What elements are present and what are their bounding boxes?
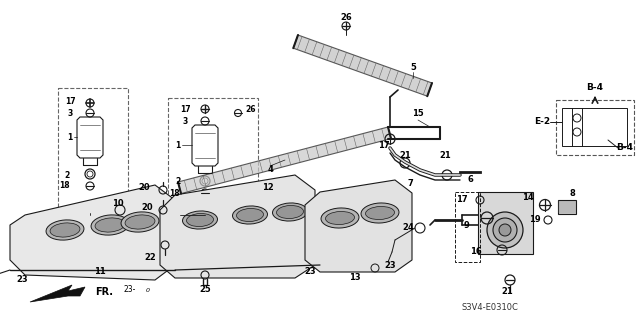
Bar — [556, 100, 634, 155]
Text: 1: 1 — [175, 140, 180, 150]
Text: 7: 7 — [407, 179, 413, 188]
Bar — [455, 192, 480, 262]
Text: 26: 26 — [245, 106, 255, 115]
Ellipse shape — [321, 208, 359, 228]
Text: 6: 6 — [467, 175, 473, 184]
Bar — [558, 200, 576, 214]
Polygon shape — [293, 35, 432, 96]
Ellipse shape — [365, 206, 394, 219]
Text: 8: 8 — [569, 189, 575, 198]
Ellipse shape — [276, 205, 303, 219]
Text: 0: 0 — [146, 287, 150, 293]
Text: 1: 1 — [67, 132, 72, 142]
Text: 19: 19 — [529, 216, 541, 225]
Ellipse shape — [121, 212, 159, 232]
Ellipse shape — [237, 209, 264, 221]
Text: 4: 4 — [267, 166, 273, 174]
Text: 11: 11 — [94, 268, 106, 277]
Text: 15: 15 — [412, 109, 424, 118]
Text: 13: 13 — [349, 273, 361, 283]
Ellipse shape — [361, 203, 399, 223]
Text: E-2: E-2 — [534, 117, 550, 127]
Text: 10: 10 — [112, 199, 124, 209]
Text: 2: 2 — [65, 170, 70, 180]
Ellipse shape — [182, 211, 218, 229]
Polygon shape — [30, 285, 85, 302]
Text: 21: 21 — [501, 287, 513, 296]
Text: 20: 20 — [141, 204, 153, 212]
Text: FR.: FR. — [95, 287, 113, 297]
Circle shape — [499, 224, 511, 236]
Text: 20: 20 — [138, 183, 150, 192]
Polygon shape — [160, 175, 315, 278]
Ellipse shape — [50, 223, 80, 237]
Text: 9: 9 — [464, 220, 470, 229]
Text: 14: 14 — [522, 194, 534, 203]
Ellipse shape — [125, 215, 155, 229]
Text: 17: 17 — [378, 140, 390, 150]
Circle shape — [487, 212, 523, 248]
Text: 16: 16 — [470, 248, 482, 256]
Ellipse shape — [91, 215, 129, 235]
Text: 23: 23 — [384, 261, 396, 270]
Bar — [562, 108, 627, 146]
Ellipse shape — [232, 206, 268, 224]
Text: 23-: 23- — [124, 286, 136, 294]
Text: S3V4-E0310C: S3V4-E0310C — [461, 303, 518, 313]
Ellipse shape — [186, 213, 214, 226]
Text: 3: 3 — [182, 116, 188, 125]
Text: 21: 21 — [439, 151, 451, 160]
Text: 3: 3 — [67, 108, 72, 117]
Polygon shape — [178, 127, 391, 194]
Text: 23: 23 — [16, 276, 28, 285]
Ellipse shape — [46, 220, 84, 240]
Polygon shape — [10, 185, 175, 280]
Text: 24: 24 — [402, 224, 414, 233]
Text: 22: 22 — [144, 254, 156, 263]
Text: 23: 23 — [304, 268, 316, 277]
Text: 12: 12 — [262, 183, 274, 192]
Ellipse shape — [95, 218, 125, 232]
Ellipse shape — [326, 211, 355, 225]
Text: B-4: B-4 — [586, 83, 604, 92]
Text: 5: 5 — [410, 63, 416, 71]
Text: 21: 21 — [399, 151, 411, 160]
Polygon shape — [305, 180, 412, 272]
Text: 18: 18 — [169, 189, 179, 197]
Text: B-4: B-4 — [616, 144, 634, 152]
Text: 18: 18 — [59, 182, 69, 190]
Text: 17: 17 — [456, 196, 468, 204]
Bar — [478, 192, 533, 254]
Text: 2: 2 — [175, 176, 180, 186]
Text: 17: 17 — [65, 97, 76, 106]
Text: 25: 25 — [199, 285, 211, 293]
Text: 26: 26 — [340, 12, 352, 21]
Text: 17: 17 — [180, 105, 190, 114]
Circle shape — [493, 218, 517, 242]
Ellipse shape — [273, 203, 307, 221]
